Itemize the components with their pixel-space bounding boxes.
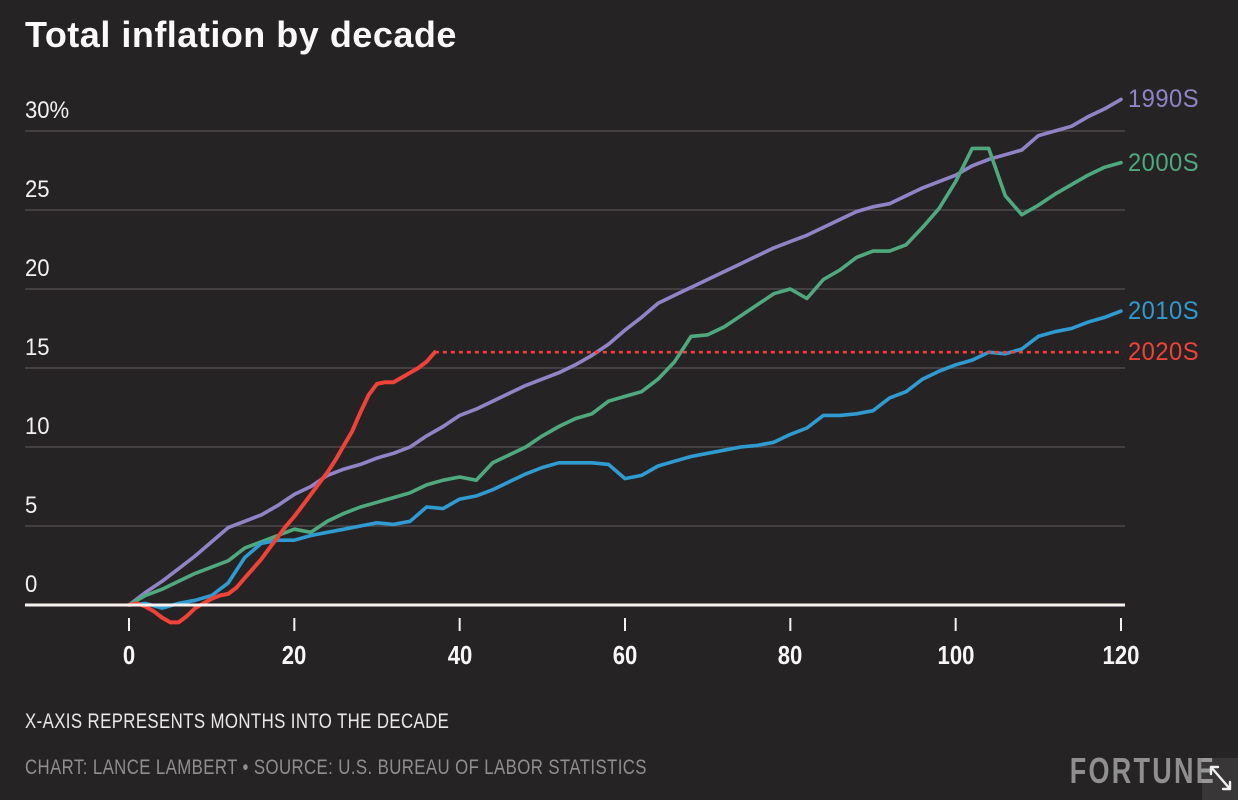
x-tick-label-20: 20 bbox=[282, 640, 307, 670]
series-line-2020s bbox=[127, 350, 437, 625]
series-line-1990s bbox=[127, 97, 1123, 607]
x-tick-label-0: 0 bbox=[122, 640, 136, 670]
x-tick-label-120: 120 bbox=[1102, 640, 1140, 670]
credit-line: CHART: LANCE LAMBERT • SOURCE: U.S. BURE… bbox=[25, 756, 647, 779]
series-line-2000s bbox=[127, 146, 1123, 607]
expand-button[interactable] bbox=[1202, 758, 1238, 800]
x-tick-label-80: 80 bbox=[778, 640, 803, 670]
y-tick-label-0: 0 bbox=[25, 571, 38, 598]
series-label-1990s: 1990S bbox=[1128, 85, 1200, 114]
y-tick-label-5: 5 bbox=[25, 492, 38, 519]
y-tick-label-10: 10 bbox=[25, 413, 50, 440]
x-tick-label-60: 60 bbox=[612, 640, 638, 670]
series-label-2010s: 2010S bbox=[1128, 297, 1200, 326]
x-tick-label-100: 100 bbox=[937, 640, 975, 670]
fortune-logo[interactable]: FORTUNE bbox=[1069, 750, 1216, 791]
diagonal-resize-icon bbox=[1209, 765, 1232, 791]
y-tick-label-30: 30% bbox=[25, 97, 70, 124]
y-tick-label-20: 20 bbox=[25, 255, 50, 282]
series-label-2000s: 2000S bbox=[1128, 148, 1200, 177]
y-tick-label-25: 25 bbox=[25, 176, 50, 203]
y-tick-label-15: 15 bbox=[25, 334, 50, 361]
series-label-2020s: 2020S bbox=[1128, 338, 1200, 367]
x-axis-note: X-AXIS REPRESENTS MONTHS INTO THE DECADE bbox=[25, 710, 450, 733]
series-line-2010s bbox=[127, 309, 1123, 611]
chart-title: Total inflation by decade bbox=[25, 14, 457, 55]
line-chart-plot bbox=[25, 97, 1125, 631]
x-tick-label-40: 40 bbox=[447, 640, 472, 670]
